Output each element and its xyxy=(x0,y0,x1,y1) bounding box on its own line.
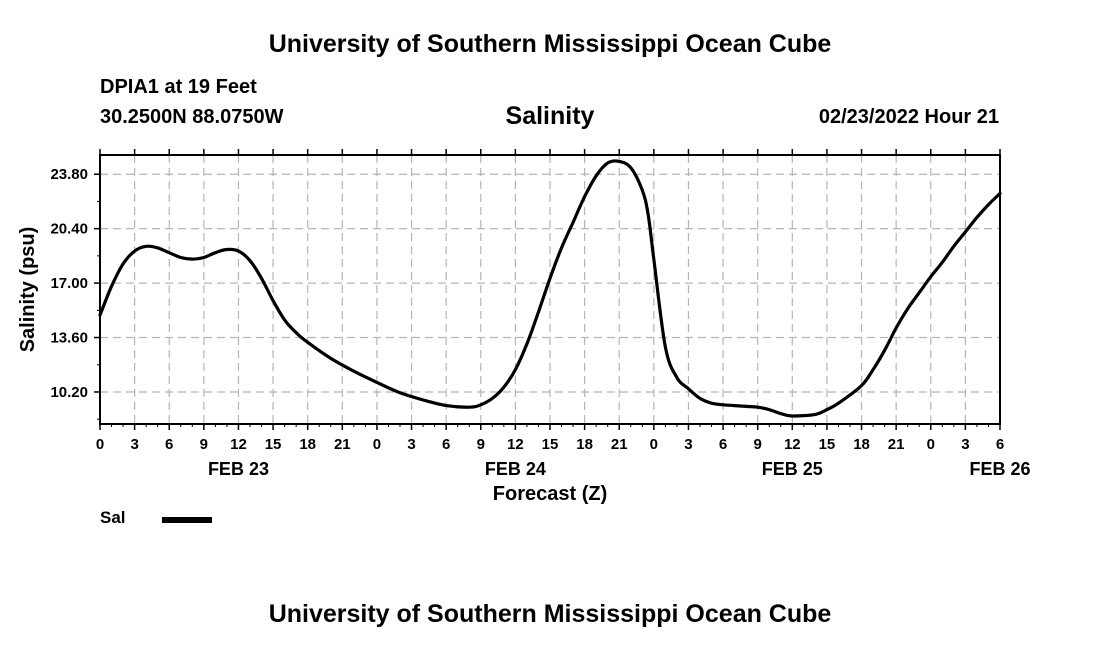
x-tick-label: 15 xyxy=(819,436,836,453)
x-tick-label: 6 xyxy=(719,436,727,453)
y-tick-label: 23.80 xyxy=(50,166,88,183)
station-coordinates: 30.2500N 88.0750W xyxy=(100,106,284,128)
x-tick-label: 18 xyxy=(576,436,593,453)
x-tick-label: 3 xyxy=(684,436,692,453)
x-tick-label: 0 xyxy=(927,436,935,453)
series-line-sal xyxy=(98,159,1002,418)
x-tick-label: 15 xyxy=(542,436,559,453)
y-tick-label: 13.60 xyxy=(50,330,88,347)
page-title: University of Southern Mississippi Ocean… xyxy=(268,30,832,58)
x-tick-label: 21 xyxy=(611,436,628,453)
x-tick-label: 6 xyxy=(996,436,1004,453)
forecast-timestamp: 02/23/2022 Hour 21 xyxy=(818,106,999,128)
x-tick-label: 12 xyxy=(230,436,247,453)
plot-frame xyxy=(99,154,1001,425)
legend-label: Sal xyxy=(100,508,126,527)
y-tick-label: 10.20 xyxy=(50,384,88,401)
x-tick-label: 0 xyxy=(373,436,381,453)
x-tick-label: 3 xyxy=(130,436,138,453)
legend-swatch xyxy=(162,517,212,523)
x-date-label: FEB 26 xyxy=(969,459,1030,479)
x-tick-label: 0 xyxy=(96,436,104,453)
y-tick-label: 20.40 xyxy=(50,221,88,238)
x-tick-label: 9 xyxy=(200,436,208,453)
x-tick-label: 6 xyxy=(442,436,450,453)
x-tick-label: 0 xyxy=(650,436,658,453)
x-date-label: FEB 23 xyxy=(208,459,269,479)
x-tick-label: 3 xyxy=(961,436,969,453)
x-axis-label: Forecast (Z) xyxy=(493,483,607,505)
station-label: DPIA1 at 19 Feet xyxy=(100,76,257,98)
x-tick-label: 18 xyxy=(853,436,870,453)
chart-title: Salinity xyxy=(505,102,595,130)
footer-title: University of Southern Mississippi Ocean… xyxy=(268,600,832,628)
x-tick-label: 9 xyxy=(754,436,762,453)
y-tick-label: 17.00 xyxy=(50,275,88,292)
x-tick-label: 6 xyxy=(165,436,173,453)
x-tick-label: 21 xyxy=(334,436,351,453)
x-date-label: FEB 24 xyxy=(485,459,546,479)
x-tick-label: 18 xyxy=(299,436,316,453)
x-tick-label: 3 xyxy=(407,436,415,453)
x-tick-label: 15 xyxy=(265,436,282,453)
x-tick-label: 9 xyxy=(477,436,485,453)
y-axis-label: Salinity (psu) xyxy=(17,227,39,353)
x-tick-label: 21 xyxy=(888,436,905,453)
x-tick-label: 12 xyxy=(507,436,524,453)
x-date-label: FEB 25 xyxy=(762,459,823,479)
x-tick-label: 12 xyxy=(784,436,801,453)
